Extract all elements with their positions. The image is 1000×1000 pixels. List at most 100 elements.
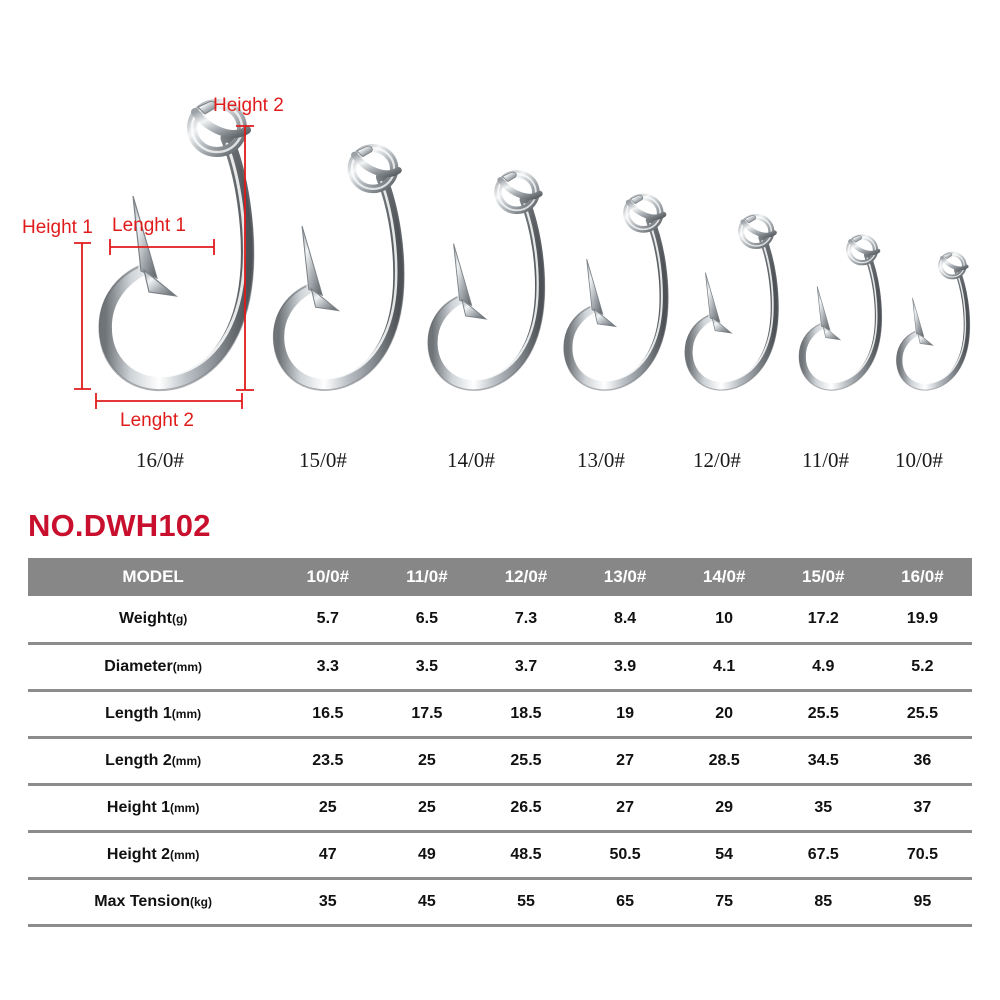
- table-header-col: 15/0#: [773, 558, 873, 596]
- table-cell: 95: [872, 878, 972, 927]
- hook-size-caption: 10/0#: [895, 448, 943, 472]
- table-header-model: MODEL: [28, 558, 279, 596]
- hooks-illustration: [74, 0, 1000, 409]
- row-label-name: Length 1: [105, 704, 172, 722]
- table-row-label: Length 2(mm): [28, 737, 279, 786]
- table-cell: 55: [476, 878, 576, 927]
- table-cell: 19: [575, 690, 675, 739]
- specification-table: MODEL 10/0# 11/0# 12/0# 13/0# 14/0# 15/0# 16/0…: [28, 558, 972, 927]
- table-cell: 25.5: [773, 690, 873, 739]
- table-row-label: Diameter(mm): [28, 643, 279, 692]
- row-label-unit: (mm): [172, 659, 203, 674]
- table-row-label: Length 1(mm): [28, 690, 279, 739]
- table-cell: 25.5: [476, 737, 576, 786]
- table-row: Length 1(mm) 16.5 17.5 18.5 19 20 25.5 25.5: [28, 690, 972, 739]
- hook-12-0: [685, 215, 778, 390]
- table-cell: 45: [377, 878, 477, 927]
- hook-16-0: [99, 101, 253, 390]
- table-header: MODEL 10/0# 11/0# 12/0# 13/0# 14/0# 15/0# 16/0…: [28, 558, 972, 596]
- table-cell: 67.5: [773, 831, 873, 880]
- table-row: Height 2(mm) 47 49 48.5 50.5 54 67.5 70.5: [28, 831, 972, 880]
- row-label-name: Height 1: [106, 798, 171, 816]
- hook-size-caption: 14/0#: [447, 448, 495, 472]
- dimension-label-height2: Height 2: [213, 95, 284, 116]
- hook-14-0: [428, 172, 544, 390]
- table-cell: 65: [575, 878, 675, 927]
- row-label-unit: (mm): [170, 800, 200, 815]
- table-cell: 3.9: [575, 643, 675, 692]
- row-label-unit: (mm): [171, 706, 202, 721]
- table-cell: 8.4: [575, 596, 675, 645]
- table-cell: 27: [575, 737, 675, 786]
- hook-size-diagram: Height 2 Height 1 Lenght 1 Lenght 2 16/0…: [0, 0, 1000, 490]
- hook-10-0: [897, 253, 970, 390]
- table-cell: 25: [377, 784, 477, 833]
- table-cell: 3.3: [278, 643, 378, 692]
- table-header-col: 14/0#: [674, 558, 774, 596]
- table-cell: 36: [872, 737, 972, 786]
- table-cell: 10: [674, 596, 774, 645]
- hook-size-caption: 16/0#: [136, 448, 184, 472]
- table-cell: 16.5: [278, 690, 378, 739]
- hook-size-caption: 12/0#: [693, 448, 741, 472]
- row-label-unit: (g): [171, 611, 188, 626]
- table-cell: 54: [674, 831, 774, 880]
- table-cell: 70.5: [872, 831, 972, 880]
- table-row-label: Height 1(mm): [28, 784, 279, 833]
- table-cell: 25.5: [872, 690, 972, 739]
- table-cell: 48.5: [476, 831, 576, 880]
- table-cell: 20: [674, 690, 774, 739]
- table-cell: 35: [773, 784, 873, 833]
- dimension-label-height1: Height 1: [22, 217, 93, 238]
- table-cell: 35: [278, 878, 378, 927]
- table-cell: 27: [575, 784, 675, 833]
- table-cell: 50.5: [575, 831, 675, 880]
- table-cell: 18.5: [476, 690, 576, 739]
- table-header-col: 10/0#: [278, 558, 378, 596]
- table-header-col: 16/0#: [872, 558, 972, 596]
- table-header-col: 11/0#: [377, 558, 477, 596]
- table-header-row: MODEL 10/0# 11/0# 12/0# 13/0# 14/0# 15/0# 16/0…: [28, 558, 972, 596]
- table-cell: 17.5: [377, 690, 477, 739]
- table-cell: 47: [278, 831, 378, 880]
- table-cell: 26.5: [476, 784, 576, 833]
- table-cell: 28.5: [674, 737, 774, 786]
- table-row-label: Height 2(mm): [28, 831, 279, 880]
- table-cell: 23.5: [278, 737, 378, 786]
- table-cell: 19.9: [872, 596, 972, 645]
- row-label-name: Weight: [118, 609, 172, 627]
- dimension-label-length1: Lenght 1: [112, 215, 186, 236]
- table-cell: 6.5: [377, 596, 477, 645]
- table-row: Height 1(mm) 25 25 26.5 27 29 35 37: [28, 784, 972, 833]
- hook-13-0: [564, 195, 668, 390]
- hook-size-caption: 11/0#: [802, 448, 850, 472]
- table-cell: 85: [773, 878, 873, 927]
- hook-11-0: [799, 236, 881, 390]
- table-cell: 75: [674, 878, 774, 927]
- hook-15-0: [274, 146, 404, 390]
- table-cell: 29: [674, 784, 774, 833]
- dimension-lines: [74, 125, 254, 409]
- table-row: Diameter(mm) 3.3 3.5 3.7 3.9 4.1 4.9 5.2: [28, 643, 972, 692]
- row-label-unit: (mm): [170, 847, 200, 862]
- table-row: Weight(g) 5.7 6.5 7.3 8.4 10 17.2 19.9: [28, 596, 972, 645]
- table-row: Max Tension(kg) 35 45 55 65 75 85 95: [28, 878, 972, 927]
- product-model-title: NO.DWH102: [28, 508, 211, 543]
- hook-size-caption: 13/0#: [577, 448, 625, 472]
- table-cell: 34.5: [773, 737, 873, 786]
- row-label-unit: (mm): [171, 753, 202, 768]
- table-row-label: Weight(g): [28, 596, 279, 645]
- table-row: Length 2(mm) 23.5 25 25.5 27 28.5 34.5 36: [28, 737, 972, 786]
- row-label-unit: (kg): [189, 894, 212, 909]
- table-cell: 25: [377, 737, 477, 786]
- table-cell: 7.3: [476, 596, 576, 645]
- table-cell: 25: [278, 784, 378, 833]
- row-label-name: Max Tension: [94, 892, 190, 910]
- row-label-name: Height 2: [106, 845, 171, 863]
- table-cell: 49: [377, 831, 477, 880]
- table-cell: 3.5: [377, 643, 477, 692]
- table-cell: 4.1: [674, 643, 774, 692]
- table-cell: 4.9: [773, 643, 873, 692]
- table-cell: 5.2: [872, 643, 972, 692]
- table-header-col: 13/0#: [575, 558, 675, 596]
